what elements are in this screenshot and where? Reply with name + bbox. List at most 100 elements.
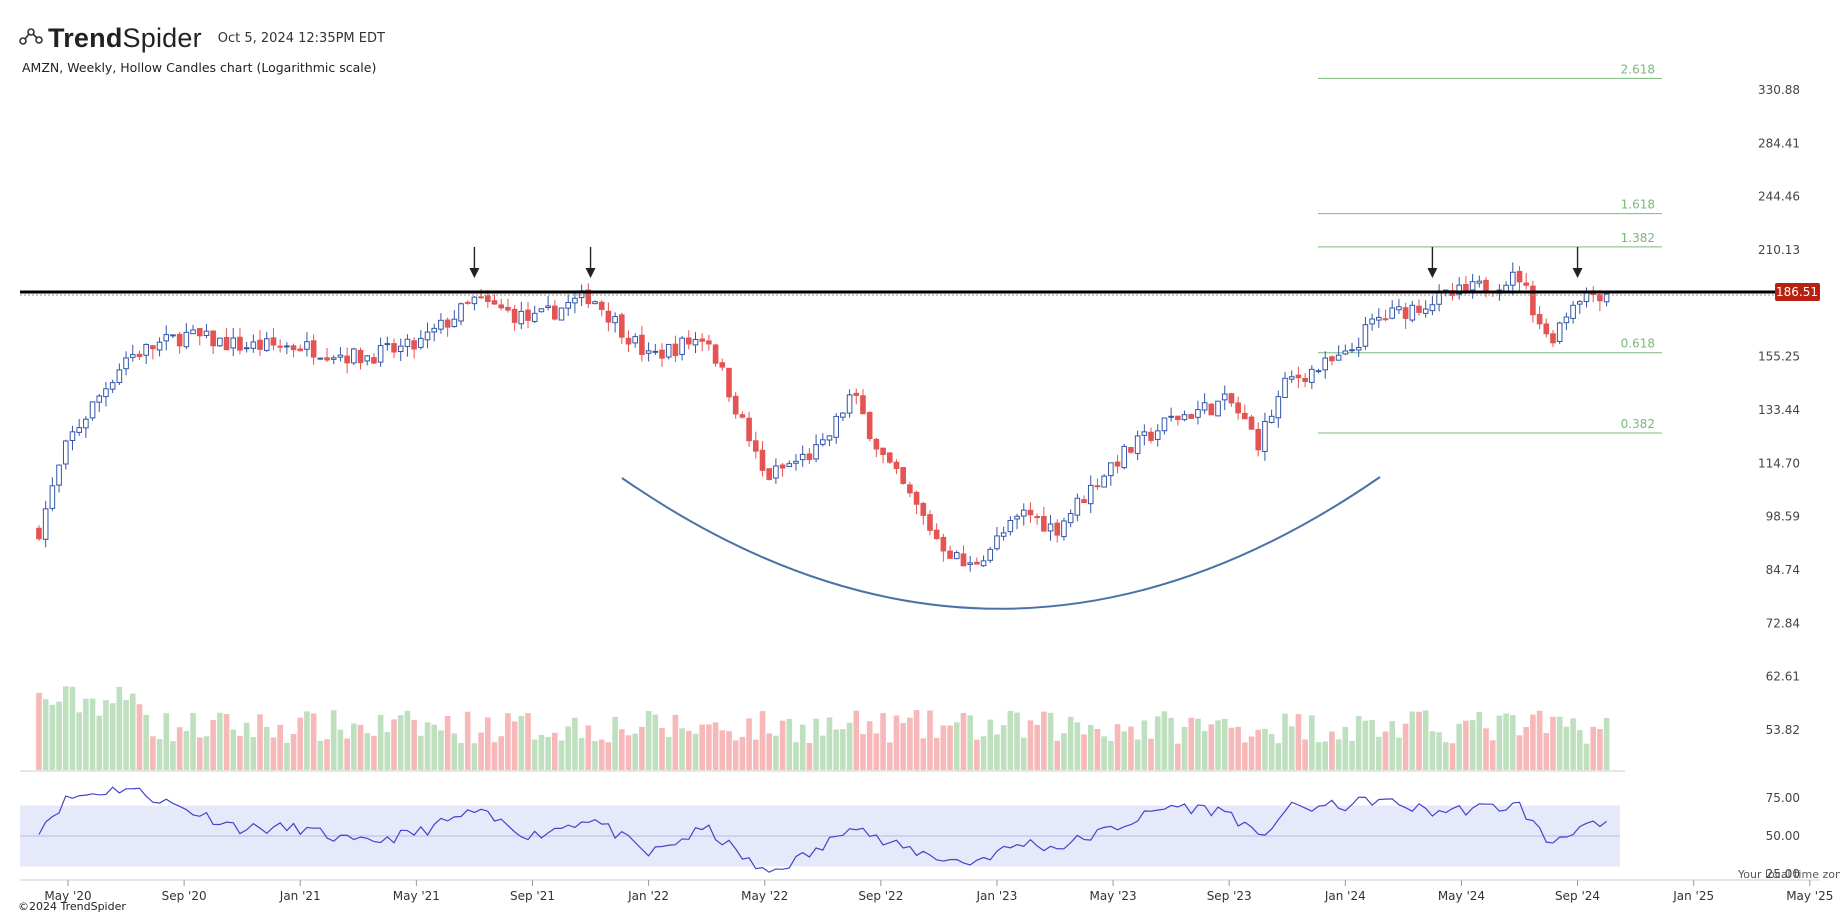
- candle: [1335, 345, 1342, 361]
- volume-bar: [458, 743, 464, 770]
- volume-bar: [1007, 710, 1014, 770]
- candle: [974, 557, 980, 565]
- volume-bar: [1262, 728, 1268, 770]
- volume-bar: [371, 735, 377, 770]
- candle: [1221, 385, 1228, 410]
- candle: [1242, 404, 1248, 420]
- candle: [726, 367, 732, 402]
- volume-bar: [1154, 716, 1161, 770]
- candle: [464, 300, 471, 305]
- candle: [444, 317, 451, 337]
- candle: [940, 533, 947, 562]
- candle: [552, 300, 558, 321]
- volume-bar: [163, 713, 170, 770]
- candle: [1315, 368, 1322, 374]
- candle: [545, 295, 551, 311]
- volume-bar: [1027, 720, 1034, 770]
- candle: [565, 294, 572, 316]
- volume-bar: [505, 713, 511, 770]
- price-tick-label: 155.25: [1758, 350, 1800, 364]
- candle: [1295, 366, 1302, 388]
- time-tick-label: Sep '20: [162, 889, 207, 903]
- volume-bar: [665, 737, 672, 770]
- fib-label: 2.618: [1621, 62, 1655, 76]
- candle: [1255, 422, 1262, 457]
- candle: [672, 335, 679, 363]
- time-tick-label: Sep '23: [1207, 889, 1252, 903]
- candle: [987, 546, 994, 563]
- candle: [692, 332, 699, 354]
- volume-bar: [1141, 720, 1148, 770]
- volume-bar: [1563, 726, 1570, 770]
- candle: [1268, 409, 1275, 424]
- volume-bar: [659, 727, 665, 770]
- volume-bar: [1342, 726, 1349, 770]
- candle: [36, 525, 42, 541]
- candle: [893, 459, 900, 475]
- candle: [1094, 478, 1101, 490]
- candle: [1248, 414, 1255, 430]
- candle: [384, 336, 391, 351]
- candle: [330, 355, 337, 365]
- volume-bar: [471, 743, 478, 770]
- volume-bar: [123, 700, 129, 770]
- volume-bar: [1188, 717, 1195, 770]
- candle: [69, 425, 76, 451]
- candle: [786, 460, 793, 467]
- rsi-tick-label: 75.00: [1766, 791, 1800, 805]
- volume-bar: [920, 738, 927, 770]
- volume-bar: [531, 739, 538, 770]
- candle: [304, 332, 310, 357]
- volume-bar: [1583, 743, 1590, 770]
- time-tick-label: May '23: [1089, 889, 1136, 903]
- volume-bar: [451, 733, 458, 770]
- volume-bar: [1108, 740, 1114, 770]
- volume-bar: [538, 734, 545, 770]
- volume-bar: [1121, 731, 1128, 770]
- candle: [511, 305, 518, 331]
- volume-bar: [1550, 716, 1556, 770]
- brand-name: TrendSpider: [48, 22, 202, 53]
- current-price-label: 186.51: [1776, 285, 1818, 299]
- candle: [324, 347, 330, 362]
- volume-bar: [907, 717, 913, 770]
- candle: [860, 389, 866, 415]
- volume-bar: [819, 735, 826, 770]
- volume-bar: [746, 718, 752, 770]
- candle: [1349, 342, 1355, 353]
- volume-bar: [685, 730, 692, 770]
- volume-bar: [639, 726, 645, 770]
- candle: [1027, 502, 1034, 523]
- time-tick-label: Sep '24: [1555, 889, 1600, 903]
- candle: [1309, 365, 1315, 389]
- volume-bar: [1114, 724, 1121, 770]
- candle: [270, 327, 277, 351]
- volume-bar: [866, 721, 873, 770]
- candle: [1389, 300, 1396, 320]
- candle: [150, 344, 156, 360]
- candle: [317, 357, 324, 360]
- volume-bar: [913, 710, 920, 770]
- candle: [886, 452, 893, 465]
- candle: [605, 302, 612, 332]
- volume-bar: [56, 701, 62, 770]
- volume-bar: [645, 711, 652, 770]
- volume-bar: [766, 733, 772, 770]
- volume-bar: [1543, 733, 1550, 770]
- volume-bar: [1282, 713, 1288, 770]
- candle: [685, 330, 692, 350]
- cup-arc: [621, 476, 1381, 610]
- volume-bar: [1148, 738, 1154, 770]
- candle: [913, 490, 920, 515]
- candle: [732, 392, 739, 419]
- volume-bar: [947, 725, 953, 770]
- volume-bar: [511, 721, 518, 770]
- volume-bar: [1463, 720, 1469, 770]
- volume-bar: [183, 731, 190, 770]
- volume-bar: [196, 737, 203, 770]
- volume-bar: [1597, 729, 1603, 770]
- volume-bar: [1067, 716, 1074, 770]
- volume-bar: [712, 722, 719, 770]
- candle: [1530, 280, 1536, 323]
